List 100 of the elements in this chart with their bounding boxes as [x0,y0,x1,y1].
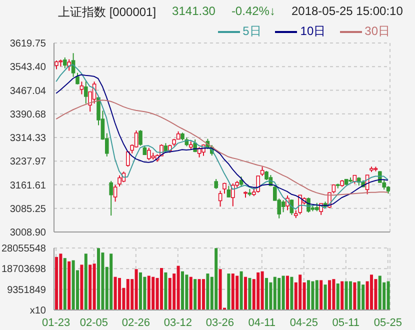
bar [189,276,192,310]
y-tick-label: x10 [30,306,46,317]
candlestick [134,130,138,148]
bar [134,269,138,310]
bar [320,280,323,310]
bar [340,281,344,310]
bar [311,281,314,310]
bar [118,278,121,310]
x-tick-label: 04-25 [290,316,318,329]
bar [160,268,163,310]
y-tick-label: 3543.40 [10,62,46,74]
y-tick-label: 3314.33 [10,133,46,144]
x-tick-label: 05-11 [332,316,360,329]
bar [55,256,58,310]
legend-label: 30日 [364,23,390,40]
bar [248,278,252,310]
bar [260,271,264,310]
y-tick-label: 3237.97 [10,156,46,168]
bar [126,279,130,310]
bar [307,280,310,310]
bar [332,279,336,310]
bar [164,272,168,310]
candlestick [218,190,222,208]
candlestick [118,174,122,187]
candlestick [76,72,80,85]
x-tick-label: 03-12 [164,316,192,329]
bar [290,276,294,310]
candlestick [113,184,118,202]
bar [63,258,66,310]
text: 2018-05-25 15:00:10 [291,4,403,20]
bar [256,272,260,310]
bar [152,276,155,310]
bar [324,284,327,310]
bar [273,276,276,310]
bar [68,261,71,310]
bar [176,266,180,310]
bar [286,276,289,310]
x-tick-label: 03-26 [206,316,234,329]
y-tick-label: 3467.04 [10,86,46,97]
legend-label: 5日 [242,23,262,40]
y-tick-label: 18703698 [2,264,46,276]
candlestick [67,58,71,72]
bar [362,284,365,310]
bar [357,281,360,310]
bar [214,248,218,310]
bar [139,272,142,310]
bar [298,274,302,310]
bar [110,254,113,310]
bar [72,260,75,310]
candlestick [231,182,235,207]
bar [92,264,96,310]
legend-label: 10日 [299,23,326,40]
bar [349,281,352,310]
bar [386,281,390,310]
bar [147,276,150,310]
bar [236,276,239,310]
candlestick [256,175,260,194]
candlestick [214,178,218,190]
candlestick [260,166,264,176]
x-tick-label: 02-26 [122,316,150,329]
bar [88,264,92,310]
bar [59,254,62,310]
y-tick-label: 3619.75 [10,38,46,50]
bar [80,264,84,310]
bar [168,278,172,310]
bar [353,282,356,310]
bar [282,276,285,310]
candlestick [138,130,142,146]
bar [202,279,205,310]
y-tick-label: 3085.25 [10,204,46,215]
x-tick-label: 05-25 [374,316,402,329]
y-tick-label: 9351849 [7,284,46,296]
bar [344,281,348,310]
candlestick [281,200,286,213]
bar [227,274,230,310]
text: 3141.30 [172,4,216,20]
bar [194,279,197,310]
bar [370,274,373,310]
x-tick-label: 04-11 [248,316,276,329]
candlestick [80,81,84,95]
bar [97,248,100,310]
bar [84,254,88,310]
x-tick-label: 01-23 [42,316,70,329]
bar [336,283,340,310]
y-tick-label: 3008.90 [10,228,46,239]
bar [265,278,268,310]
bar [328,280,331,310]
bar [185,274,188,310]
chart-title: 上证指数 [000001] [58,4,156,21]
bar [315,280,318,310]
bar [231,274,234,310]
bar [114,276,117,310]
candlestick [109,180,113,216]
candlestick [226,185,231,198]
bar [244,276,247,310]
bar [278,278,281,310]
x-tick-label: 02-05 [80,316,108,329]
candlestick [84,80,88,104]
bar [206,274,210,310]
candlestick [63,56,67,69]
